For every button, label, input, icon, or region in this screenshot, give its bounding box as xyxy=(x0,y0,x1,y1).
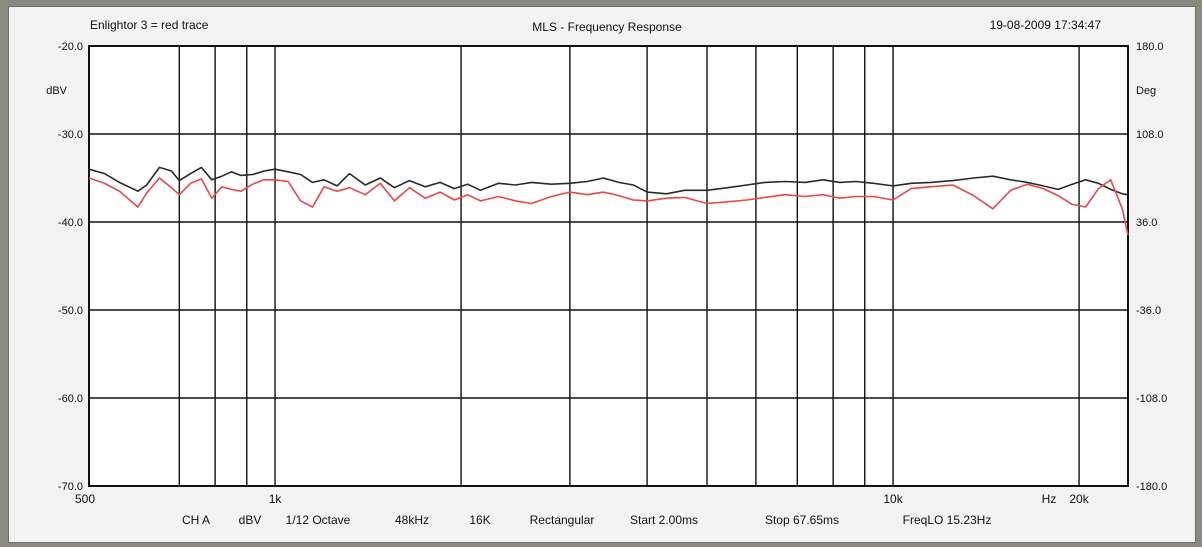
y-right-unit-label: Deg xyxy=(1136,85,1156,97)
y-left-unit-label: dBV xyxy=(46,85,67,97)
header-left-label: Enlightor 3 = red trace xyxy=(90,18,209,32)
footer-setting: 48kHz xyxy=(395,513,429,527)
x-tick-label: 1k xyxy=(269,492,283,506)
red-trace xyxy=(88,177,1129,236)
y-right-tick-label: -36.0 xyxy=(1136,305,1161,317)
y-right-tick-label: -180.0 xyxy=(1136,481,1167,493)
y-right-tick-label: 108.0 xyxy=(1136,129,1164,141)
tick-labels: -20.0 -30.0 -40.0 -50.0 -60.0 -70.0 180.0 108.0… xyxy=(46,41,1167,506)
x-tick-label: 10k xyxy=(883,492,903,506)
x-tick-label: 20k xyxy=(1069,492,1089,506)
y-left-tick-label: -70.0 xyxy=(58,481,83,493)
timestamp-label: 19-08-2009 17:34:47 xyxy=(990,18,1102,32)
footer-setting: Rectangular xyxy=(530,513,595,527)
y-left-tick-label: -20.0 xyxy=(58,41,83,53)
footer-settings: CH A dBV 1/12 Octave 48kHz 16K Rectangular Sta… xyxy=(182,513,991,527)
footer-setting: Start 2.00ms xyxy=(630,513,698,527)
x-tick-label: 500 xyxy=(75,492,95,506)
grid xyxy=(89,46,1128,486)
black-trace xyxy=(88,166,1129,196)
x-unit-label: Hz xyxy=(1042,492,1057,506)
footer-setting: 16K xyxy=(469,513,490,527)
plot-area xyxy=(88,45,1129,487)
y-left-tick-label: -50.0 xyxy=(58,305,83,317)
footer-setting: Stop 67.65ms xyxy=(765,513,839,527)
y-left-tick-label: -40.0 xyxy=(58,217,83,229)
footer-setting: FreqLO 15.23Hz xyxy=(903,513,992,527)
footer-setting: 1/12 Octave xyxy=(286,513,351,527)
y-left-tick-label: -30.0 xyxy=(58,129,83,141)
y-right-tick-label: 180.0 xyxy=(1136,41,1164,53)
chart-title: MLS - Frequency Response xyxy=(532,20,682,34)
traces xyxy=(88,166,1129,236)
footer-setting: CH A xyxy=(182,513,210,527)
y-right-tick-label: -108.0 xyxy=(1136,393,1167,405)
footer-setting: dBV xyxy=(239,513,262,527)
y-right-tick-label: 36.0 xyxy=(1136,217,1157,229)
y-left-tick-label: -60.0 xyxy=(58,393,83,405)
